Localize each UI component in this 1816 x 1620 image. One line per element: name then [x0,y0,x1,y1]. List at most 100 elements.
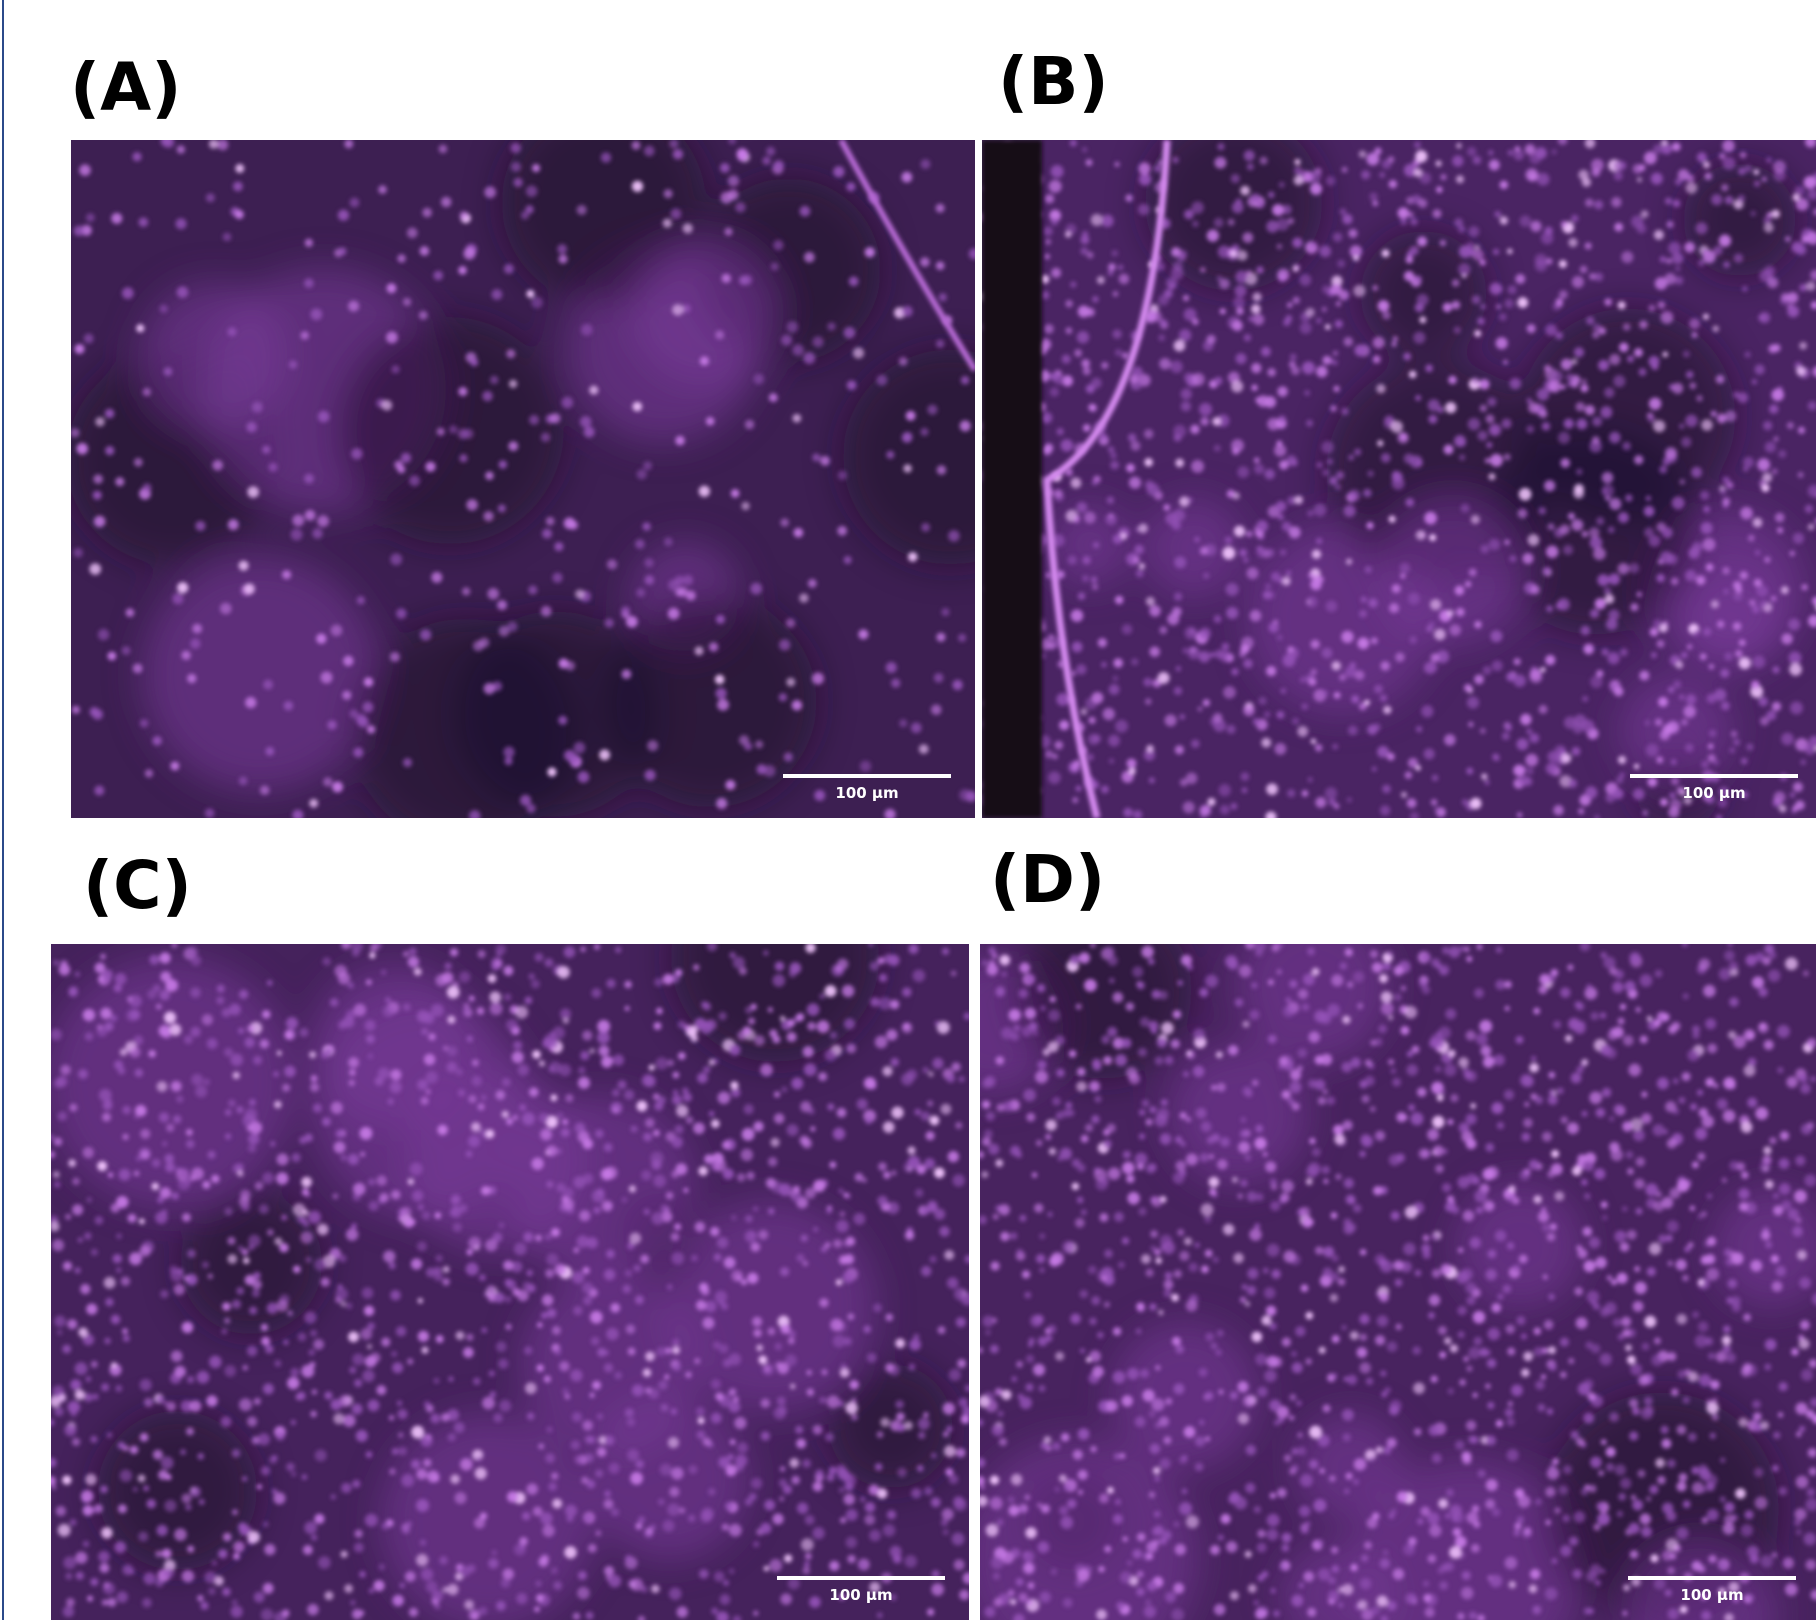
spot [844,556,852,564]
spot [786,618,795,627]
spot [1092,692,1104,704]
spot [459,454,467,462]
spot [1071,478,1082,489]
spot [322,1117,331,1126]
spot [1195,1463,1204,1472]
spot [1480,304,1485,309]
spot [225,1109,231,1115]
spot [1182,1489,1187,1494]
spot [1450,1094,1458,1102]
spot [737,151,748,162]
spot [1576,1317,1588,1329]
spot [1350,1564,1357,1571]
spot [1257,547,1267,557]
spot [963,1572,975,1584]
spot [310,1411,316,1417]
spot [1333,232,1343,242]
spot [420,629,431,640]
spot [1413,332,1425,344]
spot [1587,1392,1596,1401]
spot [284,1066,295,1077]
spot [1779,1158,1790,1169]
spot [1281,1180,1294,1193]
spot [864,1077,876,1089]
spot [718,1012,726,1020]
spot [222,1587,231,1596]
spot [139,1218,145,1224]
spot [1383,1447,1391,1455]
spot [1548,1072,1555,1079]
spot [1311,640,1320,649]
spot [1805,136,1816,148]
spot [1642,810,1647,815]
spot [1589,1091,1602,1104]
spot [820,456,830,466]
spot [1772,666,1779,673]
spot [1427,1129,1439,1141]
spot [1330,1294,1338,1302]
spot [663,218,672,227]
spot [1766,710,1776,720]
spot [1214,615,1222,623]
spot [1331,1565,1339,1573]
spot [1631,1495,1636,1500]
spot [1455,1440,1465,1450]
spot [1034,1203,1043,1212]
spot [1368,598,1377,607]
spot [1691,332,1697,338]
spot [1485,1499,1495,1509]
spot [1345,1473,1352,1480]
spot [1796,366,1805,375]
spot [1672,142,1681,151]
spot [1672,383,1683,394]
spot [1179,329,1191,341]
spot [803,1046,814,1057]
spot [1474,674,1484,684]
spot [221,1416,232,1427]
spot [1049,180,1062,193]
spot [1251,193,1261,203]
spot [1118,1261,1125,1268]
spot [1760,1162,1771,1173]
spot [1708,1555,1716,1563]
spot [1098,1566,1104,1572]
spot [1688,1242,1694,1248]
spot [1387,1341,1398,1352]
spot [1810,1076,1816,1082]
spot [955,1122,962,1129]
spot [391,1351,397,1357]
spot [165,1474,171,1480]
spot [672,304,683,315]
spot [1636,1208,1643,1215]
spot [267,1303,278,1314]
spot [1034,1315,1044,1325]
spot [1738,1188,1749,1199]
spot [1032,1172,1037,1177]
spot [1146,597,1155,606]
spot [1409,371,1417,379]
spot [1521,1333,1527,1339]
spot [1479,259,1486,266]
spot [1248,316,1254,322]
spot [1808,524,1815,531]
spot [1048,1009,1060,1021]
spot [469,810,481,822]
spot [1233,297,1245,309]
spot [1706,563,1714,571]
spot [710,1227,720,1237]
spot [1608,609,1619,620]
spot [1412,1346,1420,1354]
spot [754,1035,765,1046]
spot [56,1506,66,1516]
spot [924,1487,933,1496]
spot [1230,1391,1238,1399]
spot [685,1371,692,1378]
spot [1139,1109,1145,1115]
spot [1331,284,1342,295]
spot [775,1362,782,1369]
spot [1485,1143,1494,1152]
spot [1708,1353,1715,1360]
spot [1799,284,1807,292]
spot [1646,1496,1651,1501]
spot [186,1427,194,1435]
